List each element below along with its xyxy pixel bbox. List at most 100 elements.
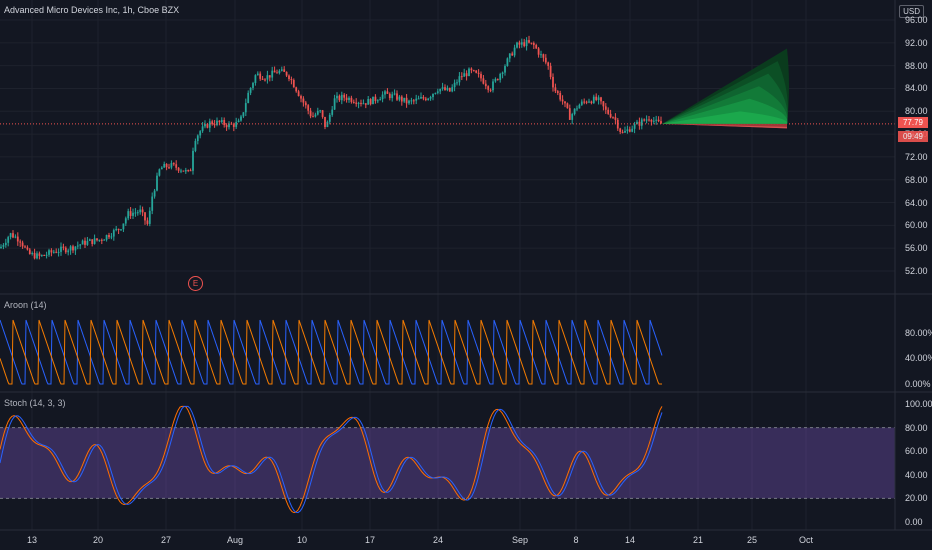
candle-body	[314, 114, 317, 117]
aroon-tick: 0.00%	[905, 379, 931, 389]
candle-body	[55, 251, 58, 253]
candle-body	[609, 113, 612, 118]
candle-body	[276, 72, 278, 74]
candle-body	[612, 117, 614, 119]
candle-body	[547, 62, 550, 66]
candle-body	[636, 121, 638, 125]
candle-body	[175, 164, 178, 168]
candle-body	[408, 100, 410, 104]
candle-body	[292, 80, 295, 88]
candle-body	[103, 239, 106, 241]
candle-body	[410, 100, 413, 102]
candle-body	[465, 73, 468, 77]
candle-body	[93, 238, 96, 244]
candle-body	[117, 228, 120, 230]
candle-body	[626, 129, 629, 131]
countdown-tag: 09:49	[898, 131, 928, 142]
candle-body	[12, 233, 14, 238]
candle-body	[156, 175, 158, 191]
price-tick: 60.00	[905, 220, 928, 231]
candle-body	[240, 116, 242, 121]
candle-body	[64, 247, 67, 253]
candle-body	[273, 70, 276, 73]
candle-body	[436, 91, 439, 93]
candle-body	[158, 169, 161, 176]
candle-body	[554, 87, 557, 92]
candle-body	[328, 114, 331, 122]
candle-body	[331, 109, 334, 115]
candle-body	[396, 93, 398, 100]
candle-body	[391, 94, 394, 99]
candle-body	[218, 120, 221, 123]
earnings-marker-label: E	[192, 279, 199, 288]
candle-body	[132, 212, 134, 216]
candle-body	[136, 212, 139, 214]
candle-body	[189, 170, 192, 172]
candle-body	[357, 102, 360, 104]
candle-body	[268, 75, 271, 78]
candle-body	[168, 167, 170, 169]
candle-body	[350, 97, 353, 102]
candle-body	[151, 196, 154, 211]
candle-body	[81, 240, 84, 245]
candle-body	[256, 73, 259, 76]
candle-body	[300, 96, 302, 99]
candle-body	[220, 120, 223, 123]
currency-badge[interactable]: USD	[899, 5, 924, 18]
candle-body	[530, 42, 533, 44]
candle-body	[235, 122, 238, 127]
candle-body	[74, 246, 77, 251]
time-tick: 17	[364, 535, 375, 545]
candle-body	[595, 96, 598, 101]
candle-body	[518, 42, 521, 45]
candle-body	[484, 83, 487, 87]
stoch-k-line	[0, 405, 663, 514]
candle-body	[367, 98, 370, 105]
price-tick: 84.00	[905, 83, 928, 94]
candle-body	[165, 163, 168, 168]
candle-body	[228, 123, 230, 128]
candle-body	[180, 170, 182, 172]
candle-body	[4, 242, 7, 246]
candle-body	[48, 250, 50, 255]
price-tick: 72.00	[905, 151, 928, 162]
candle-body	[374, 96, 377, 101]
candle-body	[477, 72, 480, 74]
candle-body	[508, 53, 511, 59]
candle-body	[427, 98, 430, 101]
candle-body	[67, 250, 70, 253]
candle-body	[573, 108, 576, 115]
candle-body	[7, 237, 10, 243]
candle-body	[31, 253, 34, 255]
candle-body	[24, 246, 26, 248]
candle-body	[540, 54, 542, 56]
candle-body	[405, 97, 408, 104]
candle-body	[516, 42, 518, 48]
earnings-marker[interactable]: E	[188, 276, 203, 291]
candle-body	[578, 104, 581, 109]
candle-body	[631, 128, 634, 132]
candle-body	[309, 110, 312, 117]
candle-body	[475, 70, 478, 73]
candle-body	[108, 235, 110, 238]
time-tick: Sep	[512, 535, 529, 545]
price-tick: 56.00	[905, 243, 928, 254]
price-tick: 80.00	[905, 106, 928, 117]
stoch-title[interactable]: Stoch (14, 3, 3)	[4, 398, 66, 408]
candle-body	[417, 98, 420, 100]
candle-body	[278, 70, 281, 74]
candle-body	[398, 96, 401, 100]
candle-body	[96, 238, 98, 241]
stoch-tick: 20.00	[905, 493, 928, 504]
aroon-title[interactable]: Aroon (14)	[4, 300, 47, 310]
candle-body	[283, 69, 286, 72]
candle-body	[456, 82, 458, 84]
candle-body	[144, 212, 146, 221]
candle-body	[460, 76, 463, 78]
forecast-cone	[662, 48, 789, 129]
candle-body	[655, 119, 658, 121]
candle-body	[2, 245, 5, 247]
candle-body	[504, 66, 506, 73]
candle-body	[326, 121, 329, 128]
